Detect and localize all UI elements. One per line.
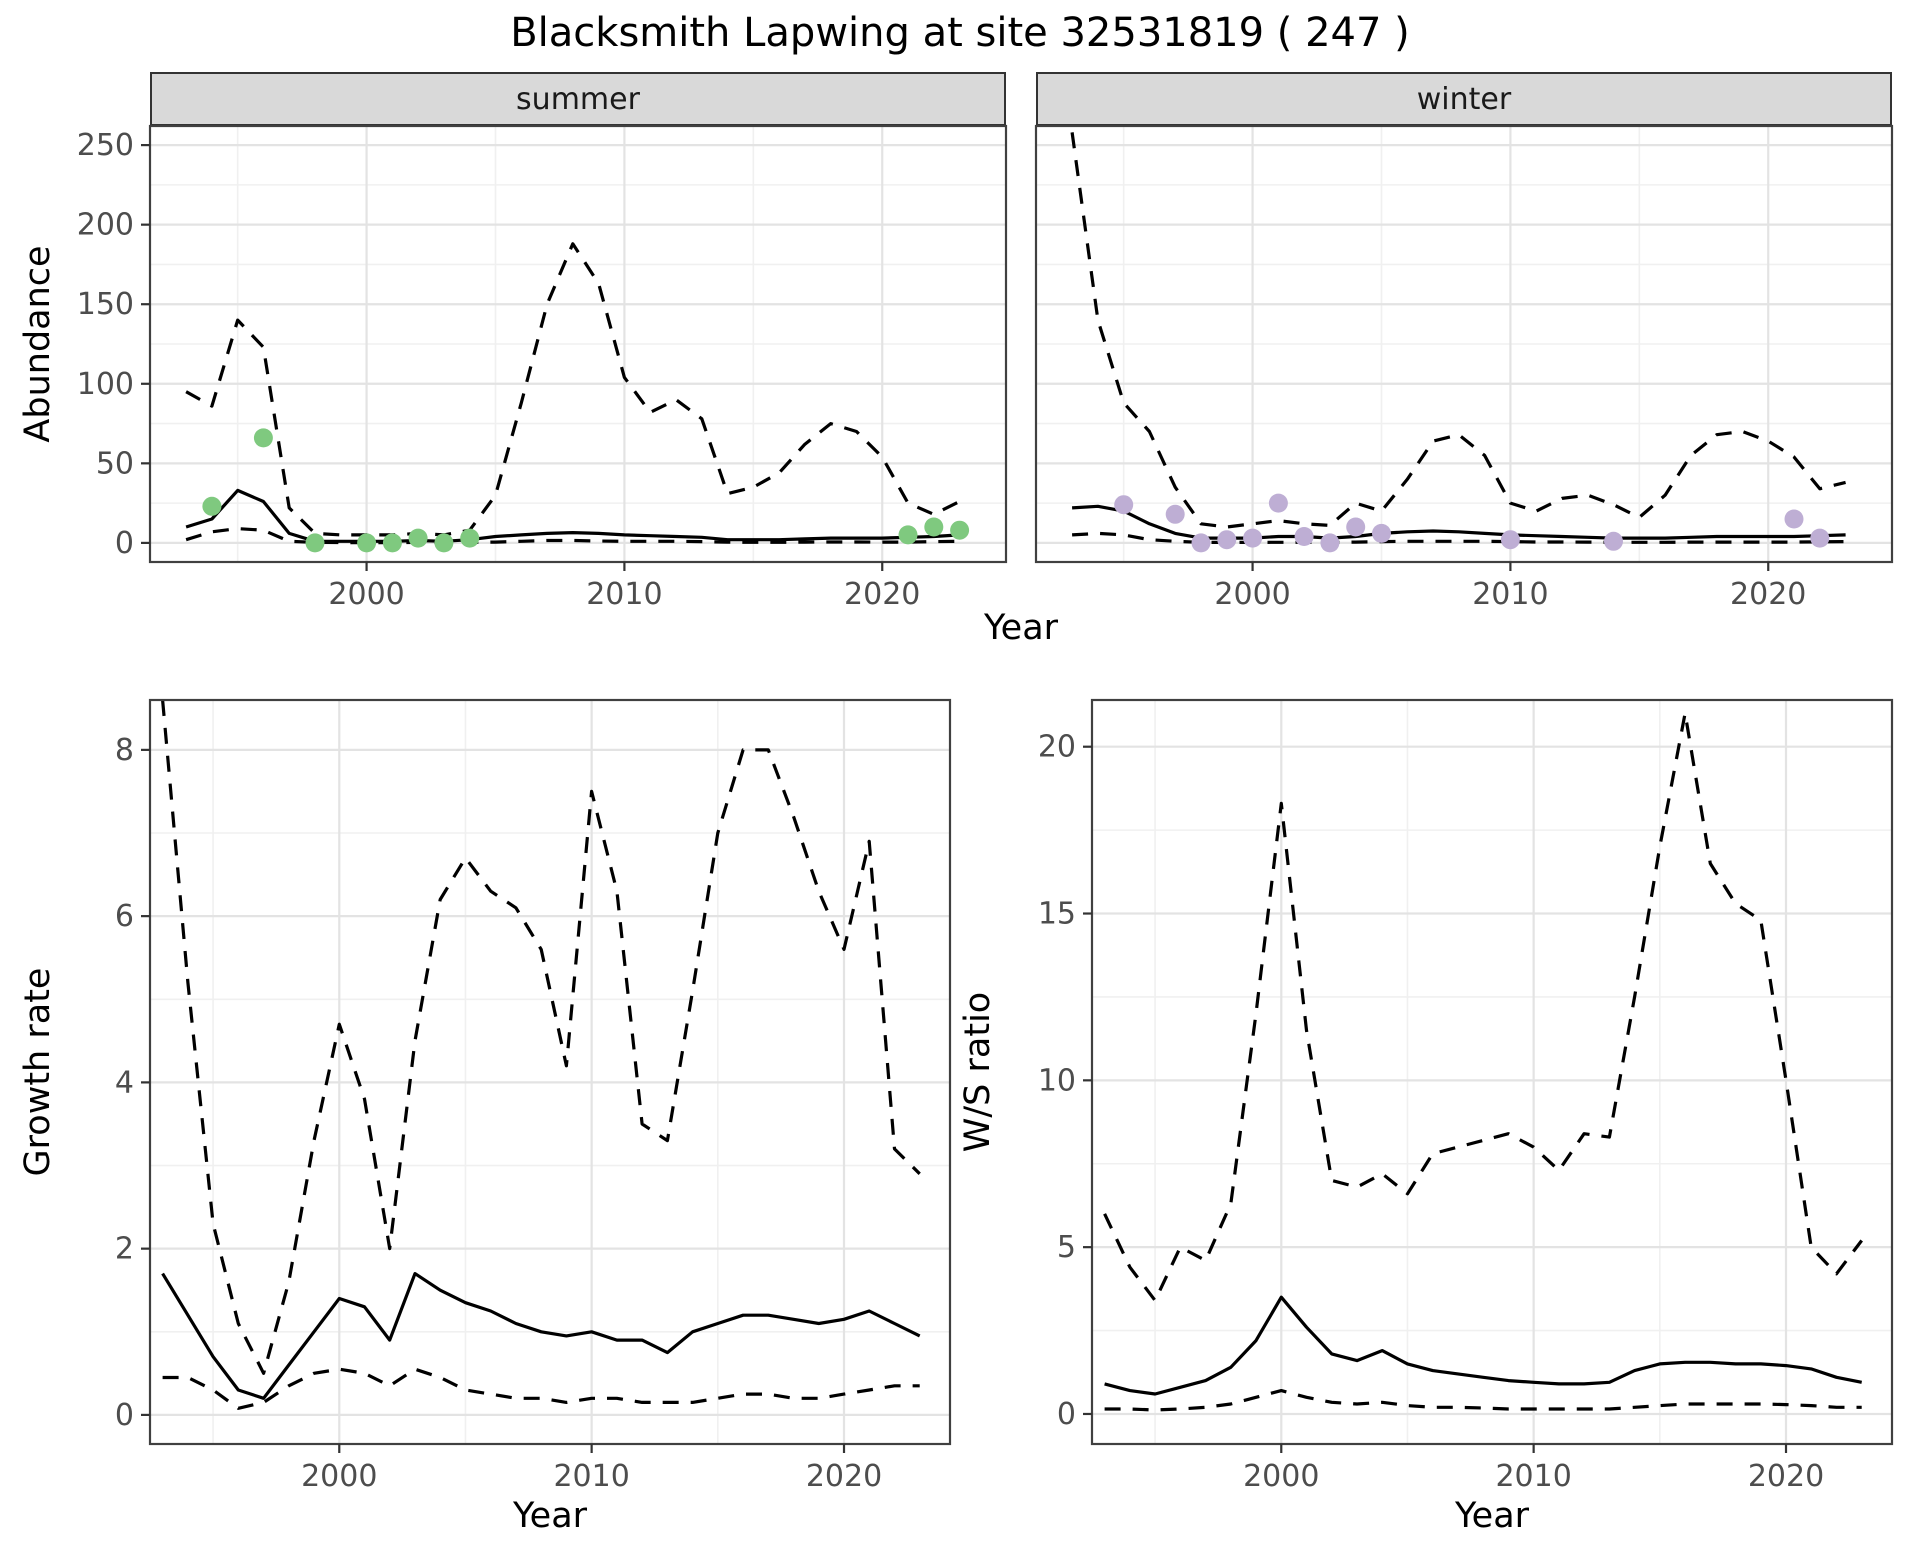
svg-text:2000: 2000 xyxy=(301,1459,377,1494)
svg-text:2010: 2010 xyxy=(1472,577,1548,612)
svg-text:2020: 2020 xyxy=(1748,1459,1824,1494)
svg-text:0: 0 xyxy=(115,1398,134,1433)
svg-text:20: 20 xyxy=(1038,730,1076,765)
svg-text:2020: 2020 xyxy=(844,577,920,612)
ws-ratio-chart: 2000 2010 2020 0 5 10 15 20 xyxy=(1012,694,1906,1496)
svg-text:0: 0 xyxy=(115,526,134,561)
abundance-y-axis-title: Abundance xyxy=(18,245,58,443)
svg-text:8: 8 xyxy=(115,733,134,768)
ws-ratio-y-axis-title: W/S ratio xyxy=(958,991,998,1153)
svg-text:2: 2 xyxy=(115,1232,134,1267)
facet-strip-winter: winter xyxy=(1036,72,1892,126)
svg-text:50: 50 xyxy=(96,446,134,481)
growth-rate-y-axis-title: Growth rate xyxy=(18,967,58,1177)
facet-strip-summer: summer xyxy=(150,72,1006,126)
facet-strip-summer-label: summer xyxy=(516,81,640,117)
svg-text:150: 150 xyxy=(77,287,134,322)
svg-text:2020: 2020 xyxy=(1730,577,1806,612)
growth-rate-x-axis-title: Year xyxy=(512,1496,588,1536)
ws-ratio-x-axis-title: Year xyxy=(1454,1496,1530,1536)
svg-text:2000: 2000 xyxy=(1214,577,1290,612)
figure-title: Blacksmith Lapwing at site 32531819 ( 24… xyxy=(510,10,1410,56)
svg-text:2000: 2000 xyxy=(1243,1459,1319,1494)
svg-text:2000: 2000 xyxy=(328,577,404,612)
svg-text:2010: 2010 xyxy=(586,577,662,612)
facet-strip-winter-label: winter xyxy=(1416,81,1512,117)
svg-text:2020: 2020 xyxy=(806,1459,882,1494)
winter-abundance-chart: 2000 2010 2020 xyxy=(1026,120,1902,614)
growth-rate-chart: 2000 2010 2020 0 2 4 6 8 xyxy=(70,694,964,1496)
svg-text:0: 0 xyxy=(1057,1397,1076,1432)
svg-text:2010: 2010 xyxy=(553,1459,629,1494)
svg-text:200: 200 xyxy=(77,208,134,243)
summer-abundance-chart: 2000 2010 2020 0 50 100 150 200 250 xyxy=(70,120,1016,614)
svg-text:100: 100 xyxy=(77,367,134,402)
svg-text:4: 4 xyxy=(115,1065,134,1100)
svg-text:10: 10 xyxy=(1038,1063,1076,1098)
svg-text:5: 5 xyxy=(1057,1230,1076,1265)
svg-text:15: 15 xyxy=(1038,897,1076,932)
svg-text:6: 6 xyxy=(115,899,134,934)
abundance-x-axis-title: Year xyxy=(983,608,1059,648)
svg-text:250: 250 xyxy=(77,128,134,163)
svg-text:2010: 2010 xyxy=(1495,1459,1571,1494)
